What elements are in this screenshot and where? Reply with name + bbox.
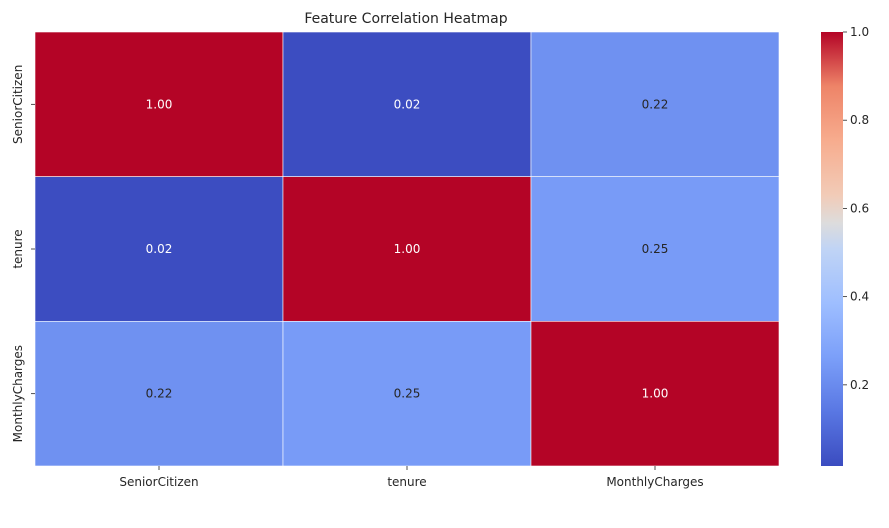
y-tick-label: SeniorCitizen: [11, 65, 25, 144]
heatmap-cell-label: 0.02: [146, 242, 173, 256]
colorbar-axis: 0.2 0.4 0.6 0.8 1.0: [843, 25, 869, 392]
colorbar-tick-label: 0.2: [850, 378, 869, 392]
heatmap-cell-labels: 1.00 0.02 0.22 0.02 1.00 0.25 0.22 0.25 1.00: [146, 97, 669, 400]
heatmap-cell-label: 1.00: [394, 242, 421, 256]
x-tick-label: MonthlyCharges: [606, 475, 703, 489]
heatmap-cell: [282, 176, 532, 322]
colorbar-tick-label: 0.6: [850, 201, 869, 215]
colorbar-tick-label: 1.0: [850, 25, 869, 39]
colorbar-tick-label: 0.8: [850, 113, 869, 127]
heatmap-cell: [530, 31, 780, 177]
colorbar: [821, 32, 843, 466]
heatmap-cell-label: 0.25: [394, 387, 421, 401]
heatmap-cell-label: 1.00: [146, 97, 173, 111]
heatmap-cells: [34, 31, 780, 467]
y-axis: SeniorCitizen tenure MonthlyCharges: [11, 65, 35, 442]
heatmap-cell-label: 1.00: [642, 387, 669, 401]
heatmap-cell-label: 0.02: [394, 97, 421, 111]
chart-title: Feature Correlation Heatmap: [304, 11, 507, 27]
y-tick-label: MonthlyCharges: [11, 345, 25, 442]
heatmap-cell: [282, 31, 532, 177]
x-tick-label: tenure: [387, 475, 426, 489]
heatmap-cell-label: 0.22: [642, 97, 669, 111]
heatmap-cell: [34, 176, 284, 322]
heatmap-cell-label: 0.22: [146, 387, 173, 401]
heatmap-cell: [530, 176, 780, 322]
heatmap-cell-label: 0.25: [642, 242, 669, 256]
heatmap-cell: [34, 31, 284, 177]
x-tick-label: SeniorCitizen: [119, 475, 198, 489]
colorbar-tick-label: 0.4: [850, 290, 869, 304]
x-axis: SeniorCitizen tenure MonthlyCharges: [119, 466, 704, 489]
y-tick-label: tenure: [11, 229, 25, 268]
heatmap-cell: [34, 321, 284, 467]
heatmap-cell: [282, 321, 532, 467]
